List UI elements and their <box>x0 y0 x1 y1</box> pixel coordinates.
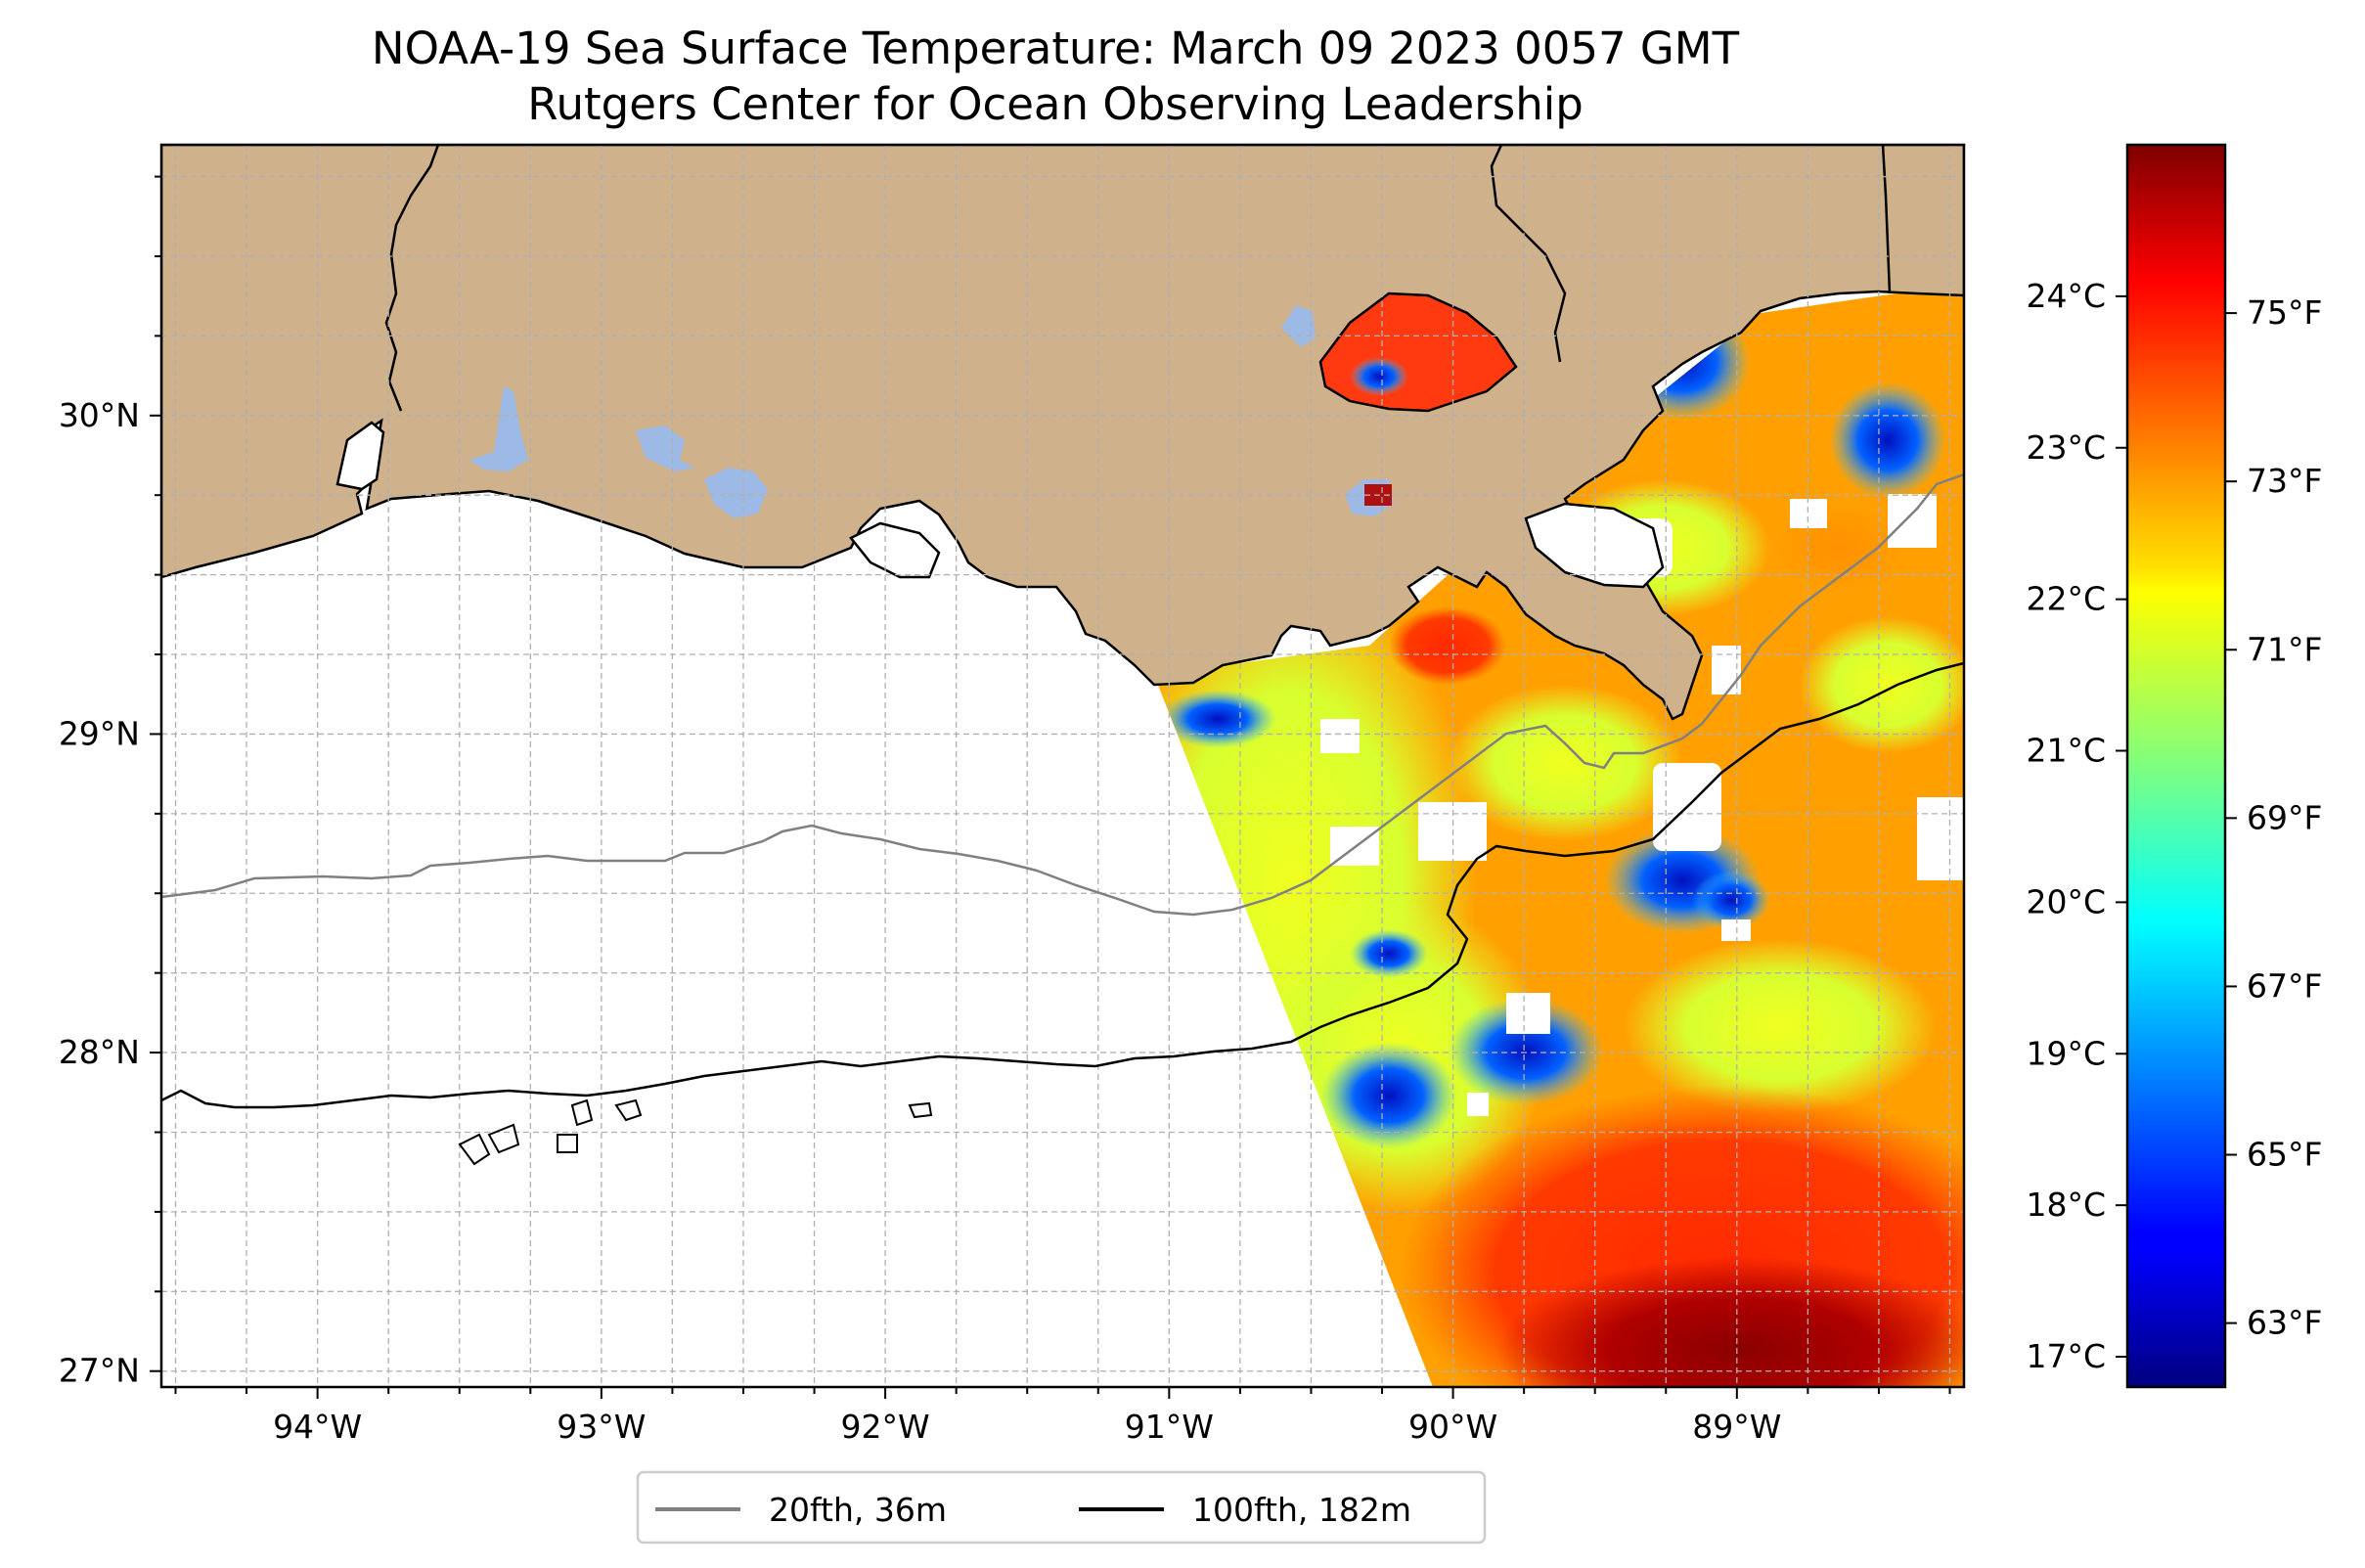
water-body <box>704 468 768 518</box>
legend-frame <box>636 1470 1487 1545</box>
lat-tick-label: 30°N <box>59 396 140 434</box>
colorbar-celsius-label: 19°C <box>2026 1034 2106 1072</box>
colorbar-celsius-label: 23°C <box>2026 428 2106 467</box>
colorbar-celsius-label: 24°C <box>2026 277 2106 315</box>
lat-tick-label: 27°N <box>59 1352 140 1390</box>
colorbar-fahrenheit-label: 69°F <box>2247 798 2322 836</box>
title-line-1: NOAA-19 Sea Surface Temperature: March 0… <box>372 22 1740 74</box>
colorbar-fahrenheit-label: 73°F <box>2247 462 2322 500</box>
isobath-20fth <box>161 472 1964 917</box>
colorbar-fahrenheit-label: 65°F <box>2247 1136 2322 1174</box>
water-body <box>469 386 528 471</box>
colorbar-celsius-label: 21°C <box>2026 732 2106 770</box>
lat-tick-label: 29°N <box>59 714 140 752</box>
title-line-2: Rutgers Center for Ocean Observing Leade… <box>527 78 1584 130</box>
colorbar-celsius-ticks: 17°C 18°C 19°C 20°C 21°C 22°C 23°C 24°C <box>2026 277 2127 1375</box>
colorbar-celsius-label: 18°C <box>2026 1186 2106 1224</box>
colorbar-celsius-label: 17°C <box>2026 1337 2106 1375</box>
isobath-100fth <box>161 661 1964 1109</box>
lon-tick-label: 94°W <box>273 1408 362 1446</box>
lat-tick-label: 28°N <box>59 1033 140 1071</box>
longitude-ticks: 94°W 93°W 92°W 91°W 90°W 89°W <box>174 1387 1951 1446</box>
offshore-banks <box>458 1098 933 1166</box>
latitude-ticks: 27°N 28°N 29°N 30°N <box>59 175 161 1390</box>
lon-tick-label: 89°W <box>1692 1408 1781 1446</box>
coastal-bay <box>1524 502 1665 589</box>
colorbar-fahrenheit-label: 63°F <box>2247 1304 2322 1342</box>
colorbar-fahrenheit-ticks: 63°F 65°F 67°F 69°F 71°F 73°F 75°F <box>2225 293 2322 1342</box>
colorbar-celsius-label: 22°C <box>2026 580 2106 618</box>
map-gridlines <box>161 145 1964 1387</box>
coastal-bay <box>849 521 941 579</box>
colorbar-gradient <box>2125 143 2227 1389</box>
colorbar-fahrenheit-label: 71°F <box>2247 630 2322 668</box>
water-body <box>636 426 694 471</box>
lon-tick-label: 93°W <box>557 1408 646 1446</box>
state-boundary <box>384 145 440 412</box>
map-panel <box>161 145 1964 1387</box>
water-body <box>1281 305 1316 347</box>
lon-tick-label: 92°W <box>841 1408 930 1446</box>
colorbar: 17°C 18°C 19°C 20°C 21°C 22°C 23°C 24°C 63°F 65°… <box>2026 143 2322 1389</box>
calcasieu-lake <box>335 421 385 491</box>
legend: 20fth, 36m 100fth, 182m <box>636 1470 1487 1545</box>
state-boundary <box>1881 145 1892 294</box>
legend-label-20fth: 20fth, 36m <box>769 1491 947 1529</box>
state-boundary <box>1490 145 1567 363</box>
colorbar-fahrenheit-label: 67°F <box>2247 966 2322 1005</box>
map-frame <box>159 143 1966 1389</box>
legend-label-100fth: 100fth, 182m <box>1192 1491 1411 1529</box>
lon-tick-label: 91°W <box>1125 1408 1214 1446</box>
colorbar-fahrenheit-label: 75°F <box>2247 293 2322 332</box>
lon-tick-label: 90°W <box>1408 1408 1497 1446</box>
colorbar-celsius-label: 20°C <box>2026 882 2106 920</box>
